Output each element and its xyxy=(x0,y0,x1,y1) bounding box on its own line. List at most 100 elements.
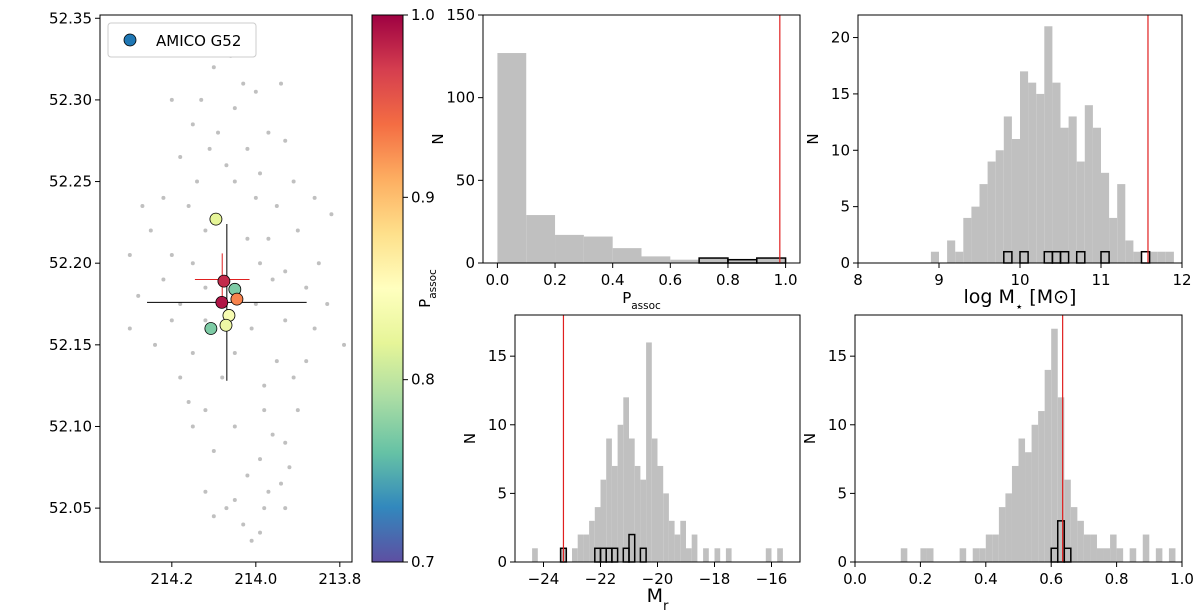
bar xyxy=(1025,452,1032,562)
field-galaxy xyxy=(161,195,166,200)
member-galaxy xyxy=(204,322,218,335)
y-tick-label: 50 xyxy=(456,171,475,189)
bar xyxy=(1011,139,1020,263)
field-galaxy xyxy=(169,318,174,323)
bar xyxy=(577,534,584,562)
bar xyxy=(1064,479,1071,562)
bar xyxy=(1068,116,1077,263)
y-tick-label: 15 xyxy=(488,347,507,365)
bar xyxy=(1090,534,1097,562)
bar xyxy=(1101,172,1110,263)
y-tick-label: 10 xyxy=(831,141,850,159)
x-axis-label-part: assoc xyxy=(631,300,661,312)
y-tick-label: 0 xyxy=(837,553,847,571)
field-galaxy xyxy=(203,318,208,323)
field-galaxy xyxy=(169,97,174,102)
field-galaxy xyxy=(304,359,309,364)
field-galaxy xyxy=(295,228,300,233)
field-galaxy xyxy=(329,212,334,217)
bar xyxy=(992,534,999,562)
bar xyxy=(1125,240,1134,263)
bar xyxy=(985,534,993,562)
field-galaxy xyxy=(224,163,229,168)
field-galaxy xyxy=(283,318,288,323)
bar xyxy=(641,256,671,263)
y-axis-label: N xyxy=(804,133,822,144)
bar xyxy=(1057,397,1065,562)
field-galaxy xyxy=(203,285,208,290)
bar xyxy=(930,251,939,263)
bar xyxy=(1060,127,1069,264)
field-galaxy xyxy=(232,424,237,429)
y-tick-label: 52.05 xyxy=(49,499,92,517)
bar xyxy=(555,234,584,263)
field-galaxy xyxy=(295,408,300,413)
bar xyxy=(497,53,527,263)
bar xyxy=(600,479,607,562)
bar xyxy=(971,206,980,263)
field-galaxy xyxy=(291,179,296,184)
field-galaxy xyxy=(245,146,250,151)
bar xyxy=(657,465,664,562)
bar xyxy=(663,493,669,562)
bar xyxy=(583,534,590,562)
field-galaxy xyxy=(232,179,237,184)
field-galaxy xyxy=(203,489,208,494)
bar xyxy=(995,150,1004,263)
axes-frame xyxy=(857,14,1183,264)
bar xyxy=(947,240,956,263)
x-tick-label: 0.8 xyxy=(1105,570,1129,588)
field-galaxy xyxy=(241,522,246,527)
bar xyxy=(703,548,709,562)
bar xyxy=(532,548,538,562)
x-tick-label: 9 xyxy=(934,271,944,289)
field-galaxy xyxy=(283,269,288,274)
field-galaxy xyxy=(253,302,258,307)
bar xyxy=(572,548,578,562)
field-galaxy xyxy=(270,277,275,282)
bar xyxy=(777,548,783,562)
x-axis-label-part: [M⊙] xyxy=(1023,286,1076,308)
bar xyxy=(1109,217,1118,263)
field-galaxy xyxy=(232,497,237,502)
bar xyxy=(699,258,728,263)
x-axis-label-part: P xyxy=(622,289,631,307)
field-galaxy xyxy=(253,195,258,200)
legend-marker xyxy=(123,33,137,47)
x-axis-label-part: ⋆ xyxy=(1015,300,1023,315)
bar xyxy=(668,520,675,562)
field-galaxy xyxy=(178,375,183,380)
colorbar-label: Passoc xyxy=(416,269,439,308)
field-galaxy xyxy=(140,204,145,209)
bar xyxy=(963,217,972,263)
field-galaxy xyxy=(325,302,330,307)
colorbar-tick-label: 0.8 xyxy=(411,371,435,389)
bar xyxy=(1168,548,1176,562)
field-galaxy xyxy=(127,253,132,258)
y-tick-label: 150 xyxy=(446,6,475,24)
bar xyxy=(623,397,629,562)
field-galaxy xyxy=(186,204,191,209)
bar xyxy=(680,520,686,562)
colorbar-tick-label: 0.7 xyxy=(411,553,435,571)
x-tick-label: 12 xyxy=(1172,271,1191,289)
y-tick-label: 5 xyxy=(837,484,847,502)
bar xyxy=(606,438,612,562)
bar xyxy=(1157,251,1166,263)
x-tick-label: 0.4 xyxy=(974,570,998,588)
colorbar-label-part: P xyxy=(416,299,434,308)
bar xyxy=(1149,251,1158,263)
bar xyxy=(1031,424,1039,562)
y-axis-label: N xyxy=(461,433,479,444)
axes-frame xyxy=(99,14,353,563)
field-galaxy xyxy=(270,432,275,437)
field-galaxy xyxy=(249,326,254,331)
bar xyxy=(756,258,786,263)
bar xyxy=(725,548,732,562)
field-galaxy xyxy=(249,538,254,543)
x-tick-label: 213.8 xyxy=(318,570,361,588)
bar xyxy=(583,236,613,263)
bar xyxy=(1083,534,1091,562)
bar xyxy=(714,548,721,562)
bar xyxy=(987,161,996,263)
